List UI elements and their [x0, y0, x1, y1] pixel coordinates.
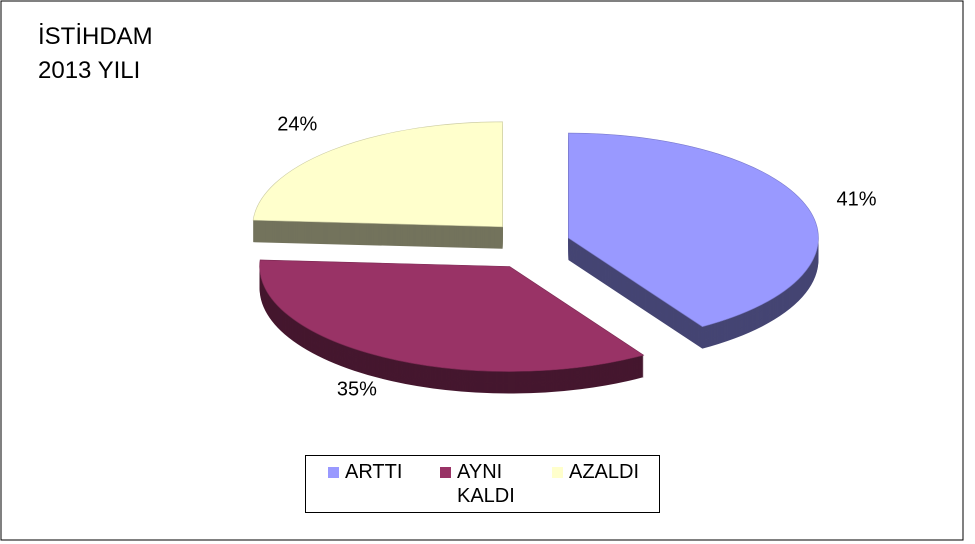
slice — [259, 259, 645, 372]
slice — [252, 121, 503, 228]
chart-subtitle: 2013 YILI — [38, 57, 140, 84]
legend-swatch — [440, 467, 451, 478]
legend-swatch — [328, 467, 339, 478]
slice — [568, 132, 819, 328]
legend-swatch — [552, 467, 563, 478]
data-label: 35% — [337, 379, 377, 401]
chart-title: İSTİHDAM — [38, 23, 153, 50]
legend: ARTTI AYNI KALDI AZALDI — [305, 455, 660, 513]
legend-item: AYNI KALDI — [440, 460, 546, 512]
data-label: 24% — [277, 113, 317, 135]
legend-item: ARTTI — [328, 460, 434, 512]
data-label: 41% — [836, 188, 876, 210]
legend-label: AYNI KALDI — [457, 461, 515, 507]
legend-label: ARTTI — [345, 461, 403, 483]
legend-item: AZALDI — [552, 460, 658, 512]
legend-label: AZALDI — [569, 461, 640, 483]
